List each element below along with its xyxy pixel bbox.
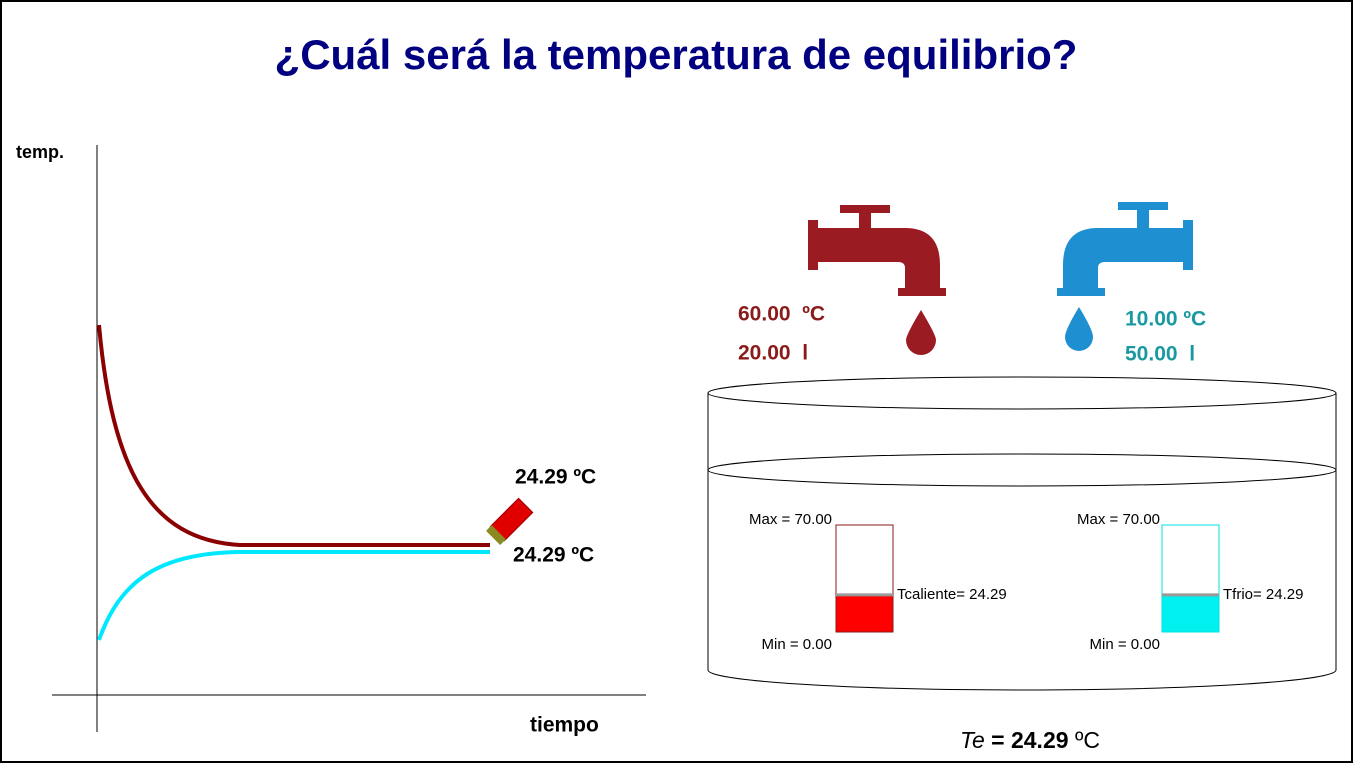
cold-temperature: 10.00 ºC bbox=[1125, 308, 1206, 331]
reading-label: Tfrio= 24.29 bbox=[1223, 586, 1303, 603]
min-label: Min = 0.00 bbox=[762, 636, 832, 653]
hot-end-label: 24.29 ºC bbox=[515, 466, 596, 489]
equilibrium-unit: ºC bbox=[1075, 727, 1100, 753]
equilibrium-symbol: Te bbox=[960, 727, 985, 753]
cold-end-label: 24.29 ºC bbox=[513, 544, 594, 567]
y-axis-label: temp. bbox=[16, 142, 64, 162]
tap-stem bbox=[1137, 207, 1149, 229]
thermometer-fill bbox=[836, 595, 893, 632]
hot-volume: 20.00 l bbox=[738, 342, 808, 365]
title: ¿Cuál será la temperatura de equilibrio? bbox=[275, 31, 1078, 78]
hot-temperature: 60.00 ºC bbox=[738, 303, 825, 326]
max-label: Max = 70.00 bbox=[749, 511, 832, 528]
simulation: ¿Cuál será la temperatura de equilibrio?… bbox=[0, 0, 1353, 763]
cold-volume: 50.00 l bbox=[1125, 343, 1195, 366]
tap-mouth bbox=[1057, 288, 1105, 296]
min-label: Min = 0.00 bbox=[1090, 636, 1160, 653]
max-label: Max = 70.00 bbox=[1077, 511, 1160, 528]
reading-label: Tcaliente= 24.29 bbox=[897, 586, 1007, 603]
x-axis-label: tiempo bbox=[530, 714, 599, 737]
equilibrium-value: = 24.29 bbox=[991, 727, 1068, 753]
tap-mouth bbox=[898, 288, 946, 296]
equilibrium: Te = 24.29 ºC bbox=[960, 727, 1100, 753]
thermometer-fill bbox=[1162, 595, 1219, 632]
tap-stem bbox=[859, 210, 871, 230]
